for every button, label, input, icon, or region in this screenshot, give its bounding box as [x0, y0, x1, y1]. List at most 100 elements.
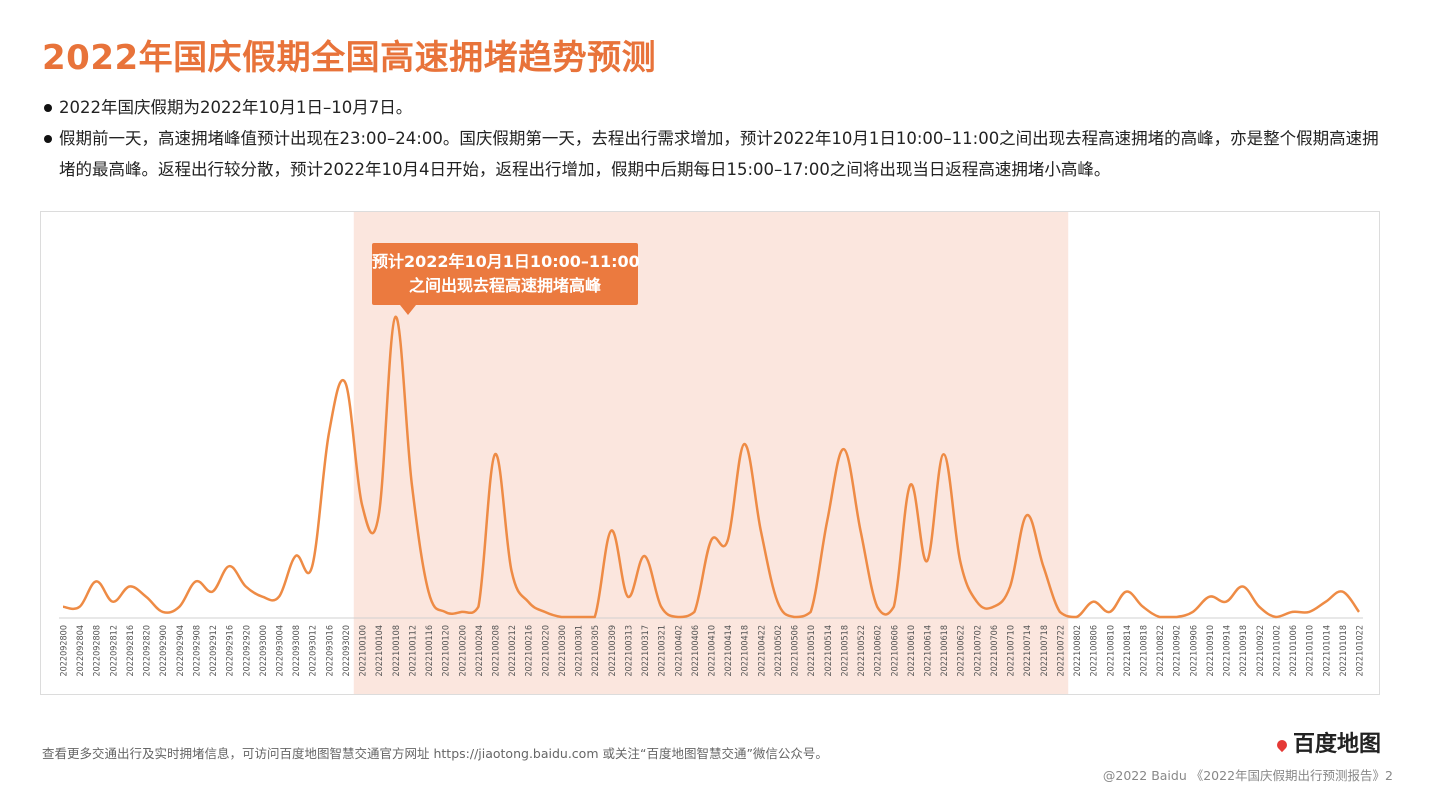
x-tick-label: 2022092800: [60, 625, 70, 677]
data-point: [610, 529, 613, 532]
x-tick-label: 2022100622: [957, 625, 967, 677]
data-point: [1125, 590, 1128, 593]
data-point: [1208, 595, 1211, 598]
data-point: [726, 539, 729, 542]
data-point: [560, 616, 563, 619]
x-tick-label: 2022100518: [840, 625, 850, 677]
x-tick-label: 2022100822: [1156, 625, 1166, 677]
data-point: [444, 610, 447, 613]
data-point: [876, 605, 879, 608]
x-tick-label: 2022100305: [591, 625, 601, 677]
data-point: [1258, 605, 1261, 608]
data-point: [145, 595, 148, 598]
data-point: [178, 605, 181, 608]
data-point: [261, 595, 264, 598]
x-tick-label: 2022092908: [192, 625, 202, 677]
x-tick-label: 2022100402: [674, 625, 684, 677]
data-point: [1075, 616, 1078, 619]
data-point: [909, 483, 912, 486]
data-point: [410, 483, 413, 486]
x-tick-label: 2022100220: [541, 625, 551, 677]
x-tick-label: 2022100216: [525, 625, 535, 677]
chart-container: 2022092800 2022092804 2022092808 2022092812…: [40, 211, 1380, 695]
data-point: [228, 565, 231, 568]
x-tick-label: 2022101014: [1322, 625, 1332, 677]
x-tick-label: 2022092804: [76, 625, 86, 677]
bullet-item: 假期前一天，高速拥堵峰值预计出现在23:00–24:00。国庆假期第一天，去程出…: [42, 123, 1387, 185]
data-point: [394, 316, 397, 319]
data-point: [1142, 605, 1145, 608]
x-tick-label: 2022100116: [425, 625, 435, 677]
x-tick-label: 2022100814: [1123, 625, 1133, 677]
data-point: [577, 616, 580, 619]
x-tick-label: 2022100718: [1040, 625, 1050, 677]
data-point: [593, 616, 596, 619]
x-tick-label: 2022101006: [1289, 625, 1299, 677]
x-tick-label: 2022100710: [1007, 625, 1017, 677]
logo-text: 百度地图: [1292, 732, 1381, 757]
data-point: [693, 610, 696, 613]
x-tick-label: 2022100321: [658, 625, 668, 677]
baidu-map-logo: 百度地图: [1274, 726, 1381, 758]
data-point: [211, 590, 214, 593]
x-tick-label: 2022100618: [940, 625, 950, 677]
data-point: [1058, 610, 1061, 613]
x-tick-label: 2022093012: [309, 625, 319, 677]
x-tick-label: 2022100410: [708, 625, 718, 677]
data-point: [776, 600, 779, 603]
data-point: [1108, 610, 1111, 613]
data-point: [660, 605, 663, 608]
callout-line-1: 预计2022年10月1日10:00–11:00: [372, 252, 640, 271]
data-point: [494, 453, 497, 456]
x-tick-label: 2022101002: [1272, 625, 1282, 677]
x-tick-label: 2022100918: [1239, 625, 1249, 677]
data-point: [477, 605, 480, 608]
data-point: [62, 605, 65, 608]
x-tick-label: 2022092904: [176, 625, 186, 677]
x-tick-label: 2022100914: [1223, 625, 1233, 677]
data-point: [942, 453, 945, 456]
data-point: [1158, 616, 1161, 619]
data-point: [1191, 610, 1194, 613]
x-tick-label: 2022100810: [1106, 625, 1116, 677]
x-tick-label: 2022093016: [325, 625, 335, 677]
data-point: [743, 443, 746, 446]
x-tick-label: 2022100300: [558, 625, 568, 677]
x-tick-label: 2022100522: [857, 625, 867, 677]
data-point: [992, 605, 995, 608]
page-title: 2022年国庆假期全国高速拥堵趋势预测: [42, 38, 657, 78]
x-tick-label: 2022100802: [1073, 625, 1083, 677]
data-point: [793, 616, 796, 619]
series-line: [62, 315, 1361, 619]
data-point: [327, 432, 330, 435]
data-point: [278, 595, 281, 598]
x-tick-label: 2022092816: [126, 625, 136, 677]
x-tick-label: 2022100200: [458, 625, 468, 677]
x-tick-label: 2022100406: [691, 625, 701, 677]
x-tick-label: 2022093000: [259, 625, 269, 677]
x-tick-label: 2022092812: [109, 625, 119, 677]
data-point: [710, 539, 713, 542]
data-point: [842, 448, 845, 451]
x-tick-label: 2022100510: [807, 625, 817, 677]
data-point: [460, 610, 463, 613]
x-tick-label: 2022101022: [1356, 625, 1366, 677]
data-point: [826, 519, 829, 522]
data-point: [161, 610, 164, 613]
x-tick-label: 2022100422: [757, 625, 767, 677]
x-tick-label: 2022100100: [359, 625, 369, 677]
data-point: [1175, 616, 1178, 619]
x-tick-label: 2022100818: [1140, 625, 1150, 677]
data-point: [1358, 610, 1361, 613]
bullet-item: 2022年国庆假期为2022年10月1日–10月7日。: [42, 92, 1387, 123]
x-tick-label: 2022100212: [508, 625, 518, 677]
data-point: [543, 610, 546, 613]
x-tick-label: 2022100506: [791, 625, 801, 677]
data-point: [975, 600, 978, 603]
x-tick-label: 2022100614: [924, 625, 934, 677]
x-tick-label: 2022100208: [492, 625, 502, 677]
data-point: [1291, 610, 1294, 613]
x-tick-label: 2022100806: [1090, 625, 1100, 677]
x-tick-label: 2022100104: [375, 625, 385, 677]
copyright: @2022 Baidu 《2022年国庆假期出行预测报告》2: [1102, 768, 1393, 783]
